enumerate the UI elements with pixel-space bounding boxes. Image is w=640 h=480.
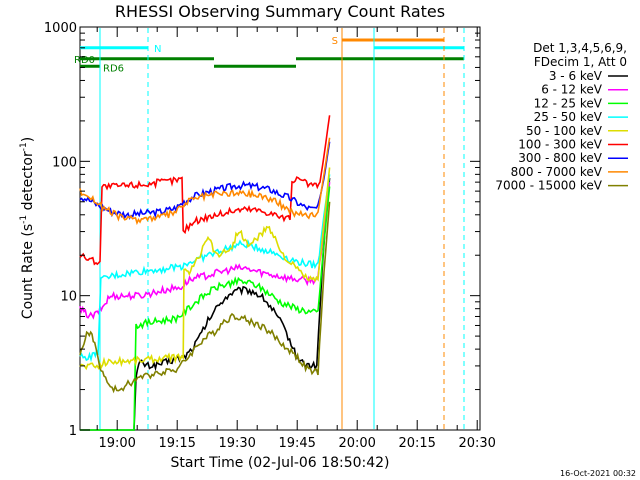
y-tick-label: 10 [60,290,77,305]
legend-header-line-1: Det 1,3,4,5,6,9, [533,41,627,55]
series-line [79,115,331,266]
y-axis-label-main: Count Rate (s [20,224,36,319]
footer-timestamp: 16-Oct-2021 00:32 [560,469,636,478]
chart-title: RHESSI Observing Summary Count Rates [115,2,445,21]
series-line [79,137,331,226]
y-axis-label-exponent-1: -1 [19,215,29,224]
y-axis: 1 10 100 1000 [44,21,480,439]
y-tick-label: 1000 [44,21,77,36]
x-tick-label: 19:45 [278,436,315,451]
series-line [79,167,331,371]
legend-entry-label: 100 - 300 keV [518,138,602,152]
x-tick-label: 20:00 [338,436,375,451]
x-axis-label: Start Time (02-Jul-06 18:50:42) [170,455,389,471]
legend-header-line-2: FDecim 1, Att 0 [534,55,627,69]
series-line [79,141,331,220]
y-tick-label: 1 [69,424,77,439]
series-layer [79,115,331,431]
state-bar-label: RD0 [74,55,95,66]
state-bar-label: S [332,36,338,47]
state-bar-label: RD6 [103,63,124,74]
plot-frame [79,26,481,431]
legend-entry-label: 300 - 800 keV [518,151,602,165]
legend-entry-label: 25 - 50 keV [534,110,603,124]
series-line [79,182,331,320]
legend-entry-label: 800 - 7000 keV [511,165,603,179]
state-bars-layer: N S RD0 RD6 [74,36,464,74]
series-line [79,174,331,363]
y-tick-label: 100 [52,155,77,170]
state-bar-label: N [154,44,161,55]
x-tick-label: 19:00 [98,436,135,451]
y-axis-label-end: ) [20,137,36,142]
legend-entry-label: 12 - 25 keV [534,96,603,110]
series-line [80,186,331,431]
x-tick-label: 20:15 [398,436,435,451]
x-tick-label: 19:15 [158,436,195,451]
x-tick-label: 19:30 [218,436,255,451]
series-line [79,201,331,394]
x-axis: 19:00 19:15 19:30 19:45 20:00 20:15 20:30 [96,27,496,451]
y-axis-label: Count Rate (s-1 detector-1) [19,137,36,319]
x-tick-label: 20:30 [458,436,495,451]
y-axis-label-mid: detector [20,151,36,215]
legend-entry-label: 7000 - 15000 keV [495,179,602,193]
legend: Det 1,3,4,5,6,9, FDecim 1, Att 0 3 - 6 k… [495,41,628,193]
legend-entry-label: 50 - 100 keV [526,124,603,138]
vertical-markers-layer [99,28,465,429]
legend-entry-label: 3 - 6 keV [549,69,603,83]
legend-entry-label: 6 - 12 keV [541,83,603,97]
y-axis-label-exponent-2: -1 [19,142,29,151]
